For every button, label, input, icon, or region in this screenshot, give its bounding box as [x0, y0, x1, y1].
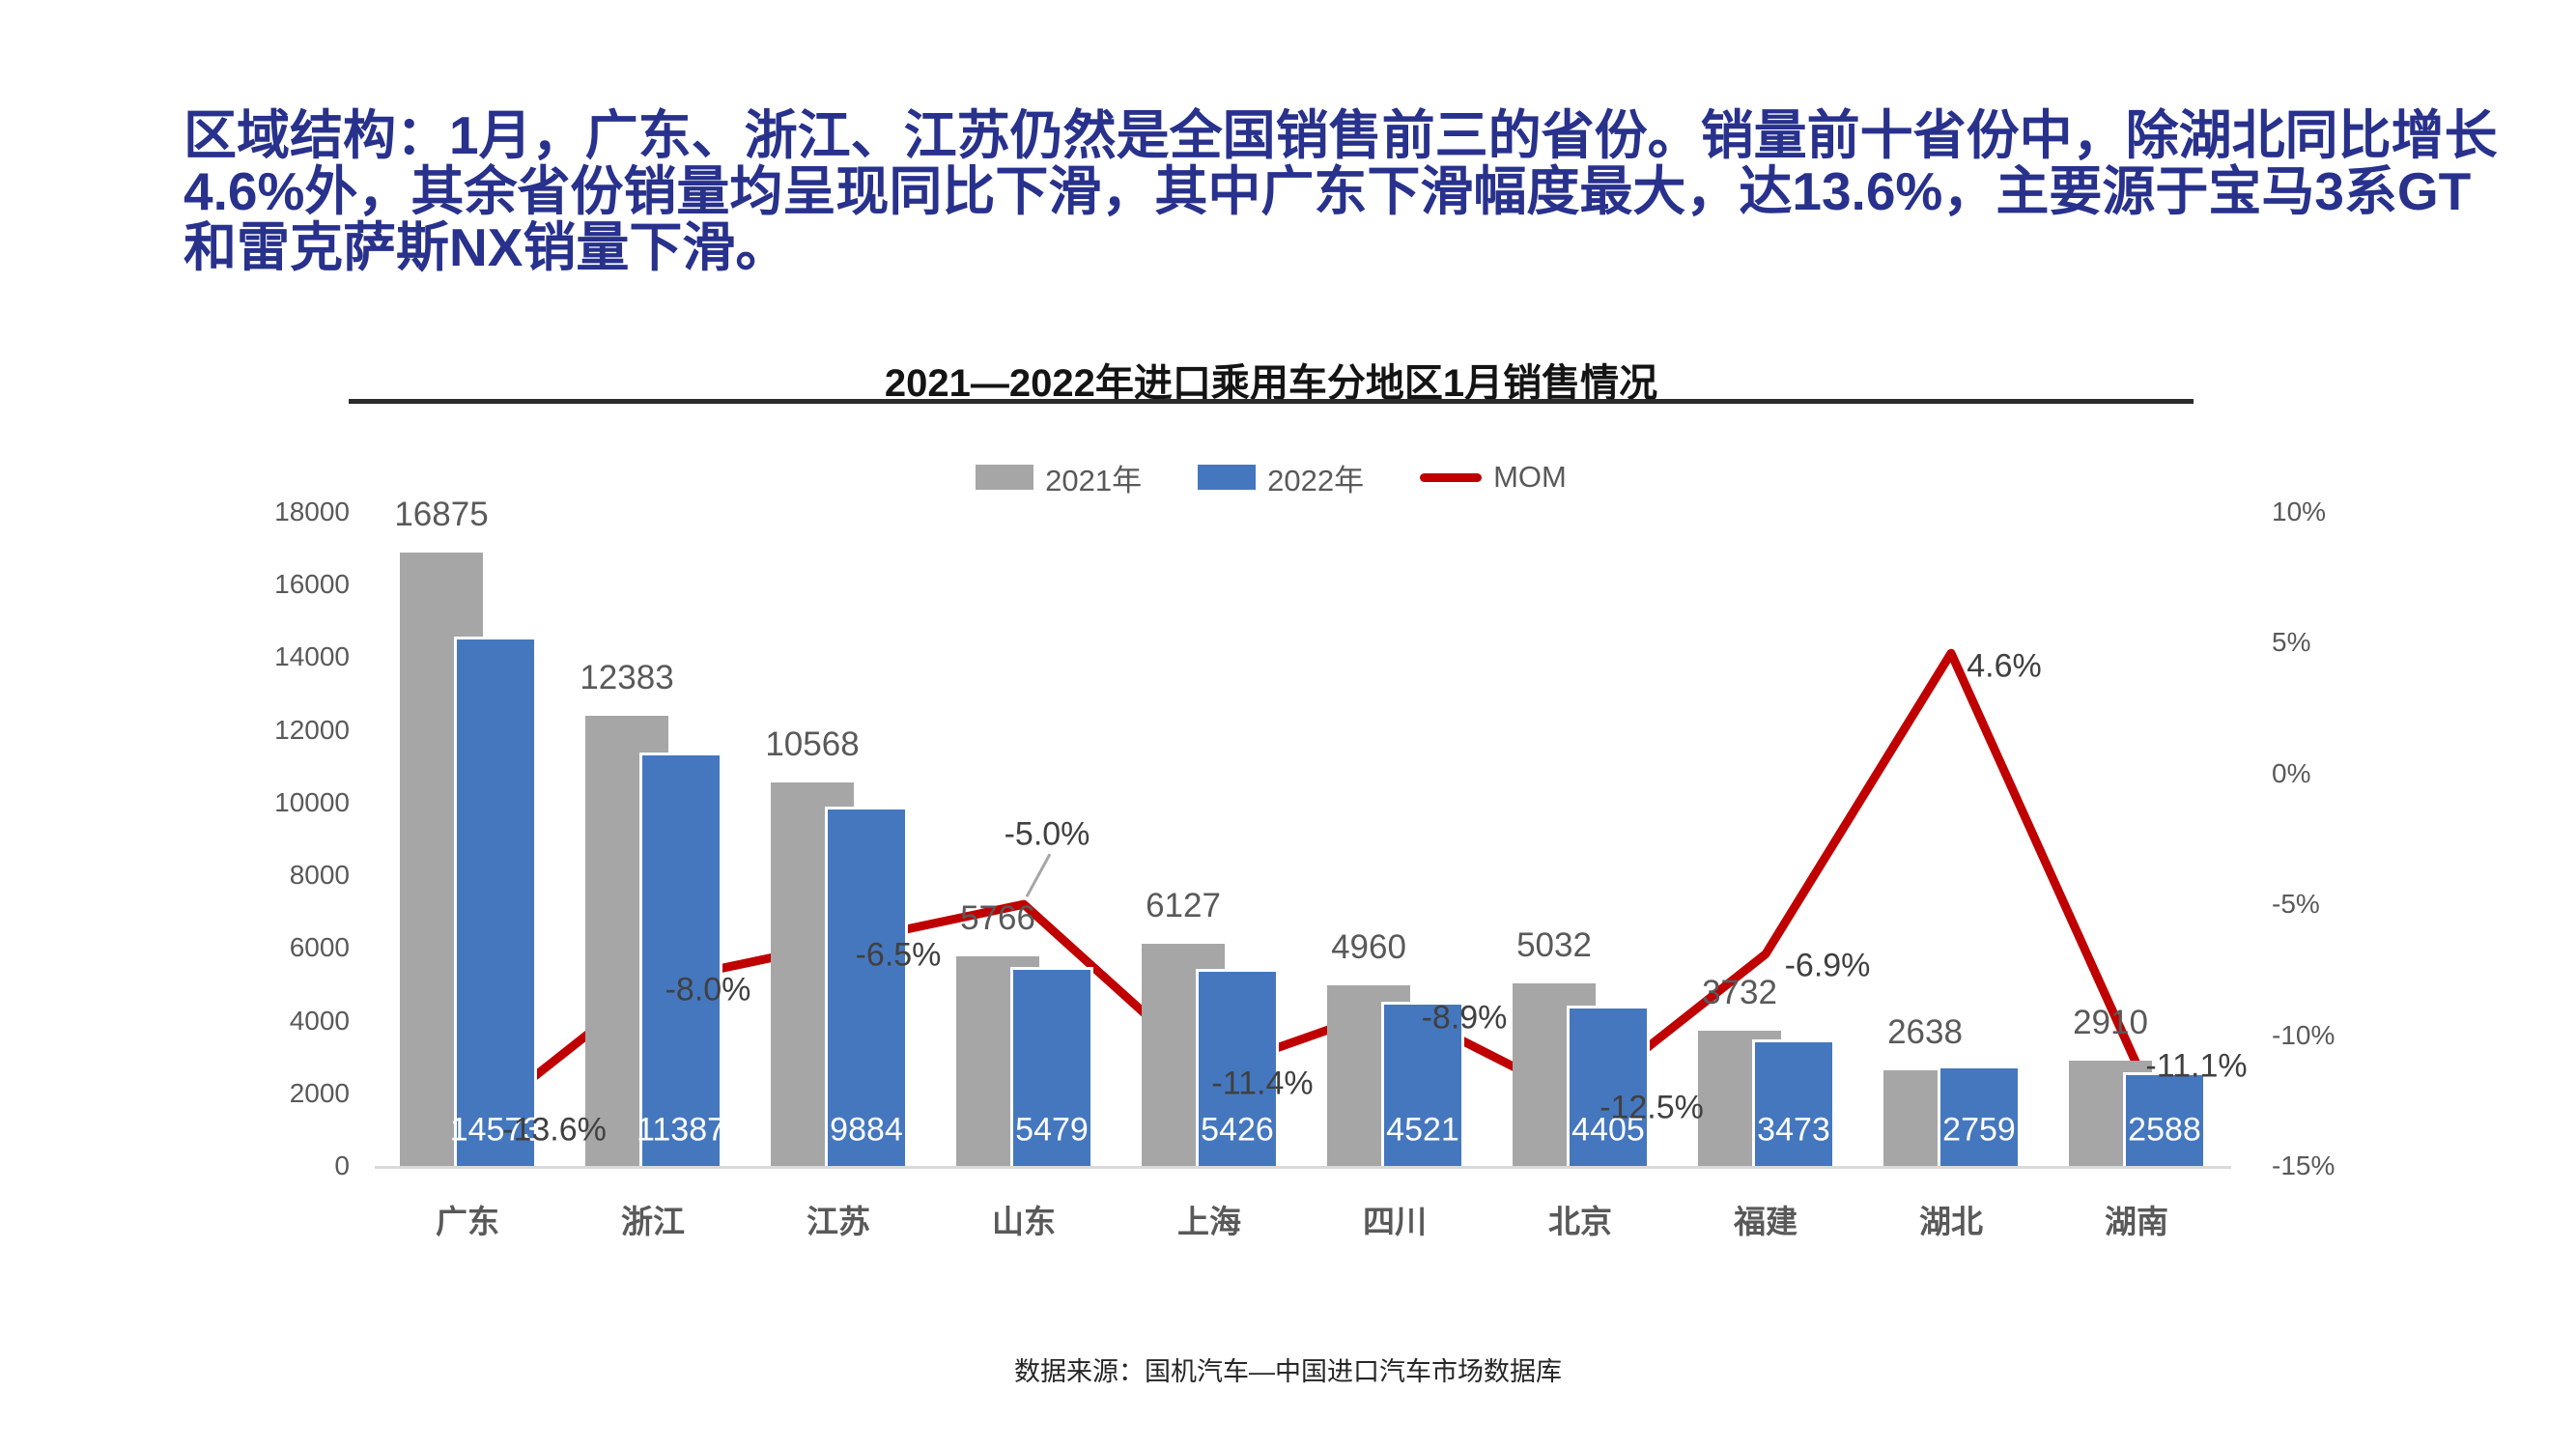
chart-title: 2021—2022年进口乘用车分地区1月销售情况 [884, 362, 1658, 405]
bar-2022 [639, 752, 722, 1166]
label-leader-line [1025, 853, 1052, 897]
bar-label-2022: 4405 [1571, 1111, 1645, 1149]
bar-2022 [1567, 1006, 1650, 1166]
bar-label-2021: 6127 [1146, 886, 1221, 924]
mom-point-label: -5.0% [1004, 815, 1090, 853]
bar-label-2022: 3473 [1757, 1111, 1830, 1149]
legend-label-mom: MOM [1493, 460, 1567, 494]
y-axis-right-tick: -15% [2272, 1151, 2335, 1180]
y-axis-left-tick: 14000 [274, 641, 350, 672]
y-axis-right-tick: 5% [2272, 627, 2311, 658]
y-axis-left-tick: 8000 [289, 860, 350, 891]
bar-label-2021: 16875 [394, 496, 489, 534]
category-label: 广东 [436, 1204, 499, 1239]
bar-label-2021: 10568 [765, 724, 860, 763]
y-axis-left-tick: 4000 [289, 1005, 350, 1036]
bar-label-2022: 9884 [830, 1111, 903, 1149]
bar-label-2022: 2588 [2128, 1111, 2201, 1149]
y-axis-right-tick: -5% [2272, 889, 2320, 920]
source-note: 数据来源：国机汽车—中国进口汽车市场数据库 [1014, 1357, 1562, 1386]
title-underline [349, 399, 2194, 404]
y-axis-right-tick: 10% [2272, 497, 2327, 526]
legend-item-2021: 2021年 [976, 456, 1142, 499]
category-label: 湖南 [2105, 1204, 2168, 1239]
mom-point-label: -6.9% [1784, 947, 1871, 984]
bar-2022 [1196, 968, 1279, 1166]
bar-2022 [1752, 1039, 1835, 1166]
bar-2022 [1381, 1001, 1464, 1166]
bar-label-2021: 5766 [960, 899, 1035, 938]
mom-point-label: -8.9% [1421, 999, 1508, 1037]
y-axis-left-tick: 10000 [274, 786, 350, 817]
bar-2022 [454, 636, 537, 1166]
mom-point-label: -13.6% [502, 1111, 607, 1149]
mom-point-label: -11.1% [2145, 1047, 2248, 1085]
bar-label-2022: 11387 [636, 1111, 726, 1149]
legend-label-2021: 2021年 [1045, 463, 1143, 497]
y-axis-left-tick: 2000 [289, 1077, 350, 1108]
bar-label-2022: 2759 [1942, 1111, 2016, 1149]
y-axis-right-tick: -10% [2272, 1019, 2335, 1050]
mom-point-label: -11.4% [1211, 1065, 1314, 1101]
category-label: 福建 [1734, 1204, 1798, 1239]
y-axis-left-tick: 6000 [289, 932, 350, 963]
bar-label-2021: 4960 [1331, 928, 1406, 967]
legend-swatch-mom-line-icon [1420, 472, 1483, 482]
y-axis-left-tick: 0 [334, 1151, 350, 1180]
bar-label-2022: 5426 [1201, 1111, 1274, 1149]
y-axis-left-tick: 12000 [274, 714, 350, 745]
legend-item-mom: MOM [1420, 460, 1567, 495]
x-axis-line [375, 1166, 2231, 1169]
mom-point-label: -12.5% [1599, 1089, 1704, 1126]
bar-2022 [2123, 1071, 2206, 1166]
category-label: 湖北 [1919, 1204, 1983, 1239]
legend-swatch-2021-icon [976, 465, 1034, 490]
y-axis-left-tick: 18000 [274, 497, 350, 526]
bar-label-2021: 5032 [1516, 925, 1592, 964]
category-label: 四川 [1363, 1204, 1427, 1239]
legend-item-2022: 2022年 [1198, 456, 1364, 499]
summary-text: 区域结构：1月，广东、浙江、江苏仍然是全国销售前三的省份。销量前十省份中，除湖北… [184, 105, 2498, 277]
y-axis-left-tick: 16000 [274, 569, 350, 600]
mom-point-label: -8.0% [665, 971, 751, 1009]
bar-label-2021: 2910 [2073, 1003, 2148, 1041]
category-label: 江苏 [807, 1204, 870, 1239]
chart-legend: 2021年 2022年 MOM [349, 458, 2194, 497]
category-label: 山东 [992, 1204, 1056, 1239]
bar-label-2022: 4521 [1386, 1111, 1459, 1149]
bar-2022 [825, 807, 908, 1166]
bar-label-2022: 5479 [1015, 1111, 1089, 1149]
legend-label-2022: 2022年 [1267, 463, 1365, 497]
mom-point-label: -6.5% [855, 936, 942, 974]
bar-label-2022: 14573 [449, 1111, 542, 1149]
bar-label-2021: 12383 [580, 659, 674, 697]
category-label: 浙江 [621, 1204, 685, 1239]
bar-2022 [1010, 966, 1093, 1166]
bar-label-2021: 3732 [1702, 973, 1777, 1011]
y-axis-right-tick: 0% [2272, 757, 2311, 788]
bar-2022 [1938, 1065, 2021, 1166]
mom-point-label: 4.6% [1967, 647, 2042, 685]
bar-label-2021: 2638 [1887, 1012, 1963, 1051]
legend-swatch-2022-icon [1198, 465, 1257, 490]
category-label: 上海 [1177, 1204, 1241, 1239]
category-label: 北京 [1548, 1204, 1612, 1239]
